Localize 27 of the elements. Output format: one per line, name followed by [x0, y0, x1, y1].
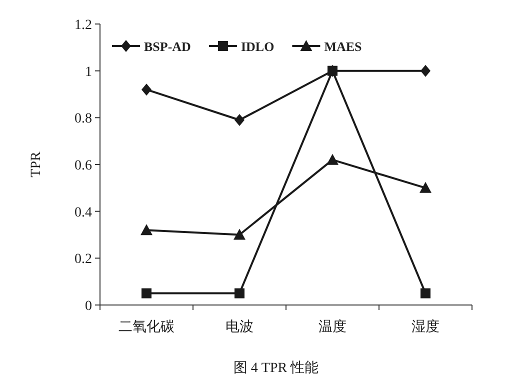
point [328, 66, 338, 76]
point [326, 154, 338, 165]
y-tick-label: 1.2 [74, 18, 92, 33]
point [234, 228, 246, 240]
point [142, 288, 152, 298]
y-axis-title: TPR [29, 151, 44, 178]
y-tick-label: 0.6 [74, 158, 92, 174]
x-tick-label: 湿度 [412, 319, 440, 335]
y-tick-label: 0.4 [74, 205, 92, 220]
legend-label: IDLO [240, 39, 274, 54]
x-tick-label: 二氧化碳 [118, 319, 174, 335]
x-tick-label: 电波 [226, 319, 254, 335]
x-tick-label: 温度 [318, 319, 346, 335]
point [420, 288, 430, 298]
point [420, 64, 430, 77]
legend-label: MAES [324, 39, 362, 54]
point [234, 288, 244, 298]
point [140, 224, 152, 236]
y-tick-label: 0.2 [74, 252, 92, 268]
y-tick-label: 1 [85, 64, 92, 80]
point [142, 84, 152, 96]
y-tick-label: 0 [85, 299, 92, 314]
text: 图 4 TPR 性能 [233, 360, 319, 376]
y-tick-label: 0.8 [74, 112, 92, 127]
legend-label: BSP-AD [144, 39, 191, 54]
point [420, 182, 432, 193]
point [234, 114, 244, 126]
